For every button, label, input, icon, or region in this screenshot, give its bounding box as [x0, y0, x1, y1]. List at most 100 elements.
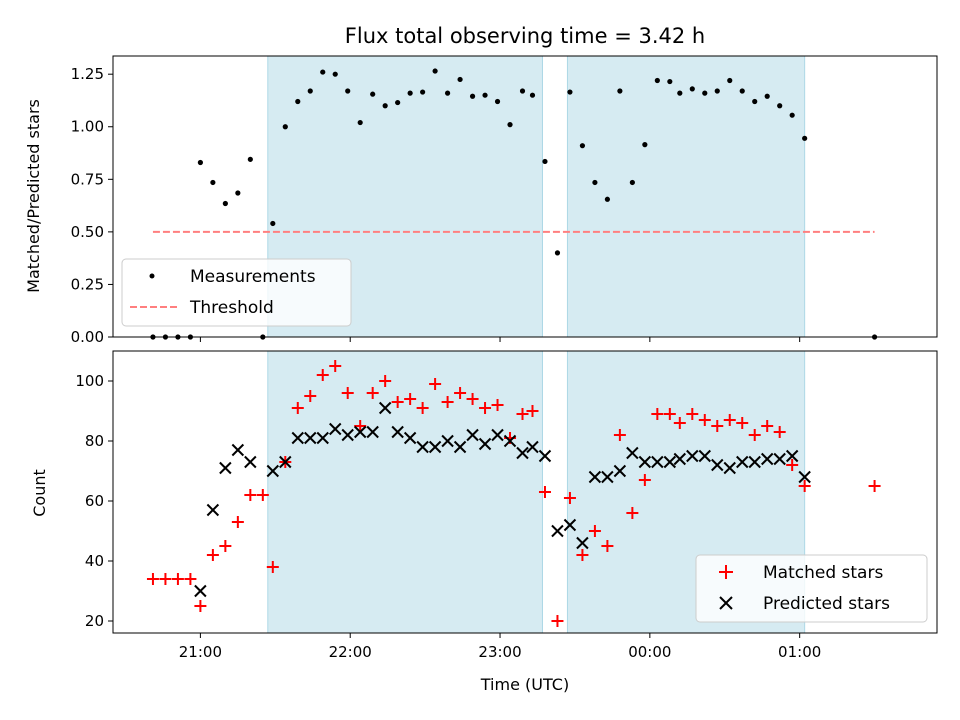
top-measurements-point — [270, 221, 275, 226]
bottom-matched-stars-point — [232, 516, 244, 528]
bottom-matched-stars-point — [172, 573, 184, 585]
top-measurements-point — [507, 122, 512, 127]
top-measurements-point — [567, 89, 572, 94]
bottom-predicted-stars-point — [207, 505, 218, 516]
bottom-y-tick-label: 80 — [85, 432, 104, 450]
top-measurements-point — [383, 103, 388, 108]
bottom-y-tick-label: 100 — [75, 372, 104, 390]
top-legend-measurements-marker — [150, 274, 155, 279]
top-measurements-point — [457, 77, 462, 82]
bottom-predicted-stars-point — [195, 586, 206, 597]
top-legend-threshold-label: Threshold — [189, 298, 274, 318]
top-measurements-point — [320, 69, 325, 74]
bottom-legend: Matched stars Predicted stars — [696, 555, 927, 622]
top-y-tick-label: 0.25 — [71, 275, 104, 293]
top-measurements-point — [358, 120, 363, 125]
top-measurements-point — [482, 93, 487, 98]
top-measurements-point — [395, 100, 400, 105]
top-panel: 0.00 0.25 0.50 0.75 1.00 1.25 Flux total obse… — [24, 24, 937, 346]
bottom-shaded-interval-1 — [268, 351, 543, 633]
top-measurements-point — [677, 91, 682, 96]
top-measurements-point — [630, 180, 635, 185]
bottom-legend-matched-label: Matched stars — [763, 563, 883, 583]
top-y-axis-label: Matched/Predicted stars — [24, 99, 43, 293]
bottom-y-ticks: 20 40 60 80 100 — [75, 372, 113, 630]
top-y-tick-label: 0.00 — [71, 328, 104, 346]
bottom-x-tick-label: 21:00 — [179, 643, 222, 661]
bottom-matched-stars-point — [194, 600, 206, 612]
top-y-ticks: 0.00 0.25 0.50 0.75 1.00 1.25 — [71, 65, 113, 346]
top-y-tick-label: 0.50 — [71, 223, 104, 241]
bottom-panel: 20 40 60 80 100 21:00 22:00 23:00 00:00 01:00 Co… — [30, 351, 937, 694]
top-measurements-point — [592, 180, 597, 185]
top-legend-measurements-label: Measurements — [190, 267, 316, 287]
top-measurements-point — [765, 94, 770, 99]
top-measurements-point — [495, 99, 500, 104]
bottom-predicted-stars-point — [232, 445, 243, 456]
top-measurements-point — [777, 103, 782, 108]
bottom-matched-stars-point — [159, 573, 171, 585]
top-measurements-point — [690, 86, 695, 91]
top-measurements-point — [308, 88, 313, 93]
bottom-matched-stars-point — [147, 573, 159, 585]
top-measurements-point — [790, 113, 795, 118]
bottom-y-tick-label: 60 — [85, 492, 104, 510]
bottom-y-tick-label: 20 — [85, 612, 104, 630]
top-measurements-point — [333, 72, 338, 77]
bottom-y-tick-label: 40 — [85, 552, 104, 570]
top-measurements-point — [433, 68, 438, 73]
bottom-legend-predicted-label: Predicted stars — [763, 594, 890, 614]
top-y-tick-label: 1.25 — [71, 65, 104, 83]
top-measurements-point — [235, 190, 240, 195]
bottom-matched-stars-point — [219, 540, 231, 552]
bottom-matched-stars-point — [869, 480, 881, 492]
top-measurements-point — [605, 197, 610, 202]
top-measurements-point — [667, 79, 672, 84]
top-measurements-point — [248, 157, 253, 162]
bottom-x-axis-label: Time (UTC) — [480, 675, 569, 694]
top-measurements-point — [702, 91, 707, 96]
top-measurements-point — [555, 250, 560, 255]
top-measurements-point — [727, 78, 732, 83]
top-measurements-point — [530, 93, 535, 98]
bottom-matched-stars-point — [551, 615, 563, 627]
top-y-tick-label: 0.75 — [71, 170, 104, 188]
bottom-y-axis-label: Count — [30, 469, 49, 517]
top-legend: Measurements Threshold — [122, 259, 351, 326]
top-measurements-point — [642, 142, 647, 147]
bottom-x-tick-label: 00:00 — [628, 643, 671, 661]
top-measurements-point — [802, 136, 807, 141]
top-measurements-point — [283, 124, 288, 129]
top-measurements-point — [210, 180, 215, 185]
top-measurements-point — [198, 160, 203, 165]
top-measurements-point — [617, 88, 622, 93]
top-shaded-interval-2 — [567, 56, 804, 337]
top-measurements-point — [345, 88, 350, 93]
top-measurements-point — [445, 91, 450, 96]
bottom-matched-stars-point — [184, 573, 196, 585]
top-measurements-point — [470, 94, 475, 99]
top-measurements-point — [655, 78, 660, 83]
bottom-matched-stars-point — [244, 489, 256, 501]
bottom-matched-stars-point — [207, 549, 219, 561]
top-measurements-point — [223, 201, 228, 206]
top-measurements-point — [542, 159, 547, 164]
top-measurements-point — [520, 88, 525, 93]
top-measurements-point — [580, 143, 585, 148]
bottom-x-tick-label: 22:00 — [329, 643, 372, 661]
top-measurements-point — [715, 88, 720, 93]
bottom-predicted-stars-point — [220, 463, 231, 474]
top-y-tick-label: 1.00 — [71, 118, 104, 136]
top-x-ticks — [200, 337, 799, 342]
top-measurements-point — [370, 92, 375, 97]
top-measurements-point — [420, 89, 425, 94]
top-measurements-point — [752, 99, 757, 104]
bottom-matched-stars-point — [257, 489, 269, 501]
bottom-x-ticks: 21:00 22:00 23:00 00:00 01:00 — [179, 633, 822, 661]
bottom-predicted-stars-point — [245, 457, 256, 468]
top-measurements-point — [740, 88, 745, 93]
bottom-predicted-stars-point — [552, 526, 563, 537]
top-chart-title: Flux total observing time = 3.42 h — [345, 24, 705, 48]
top-measurements-point — [295, 99, 300, 104]
